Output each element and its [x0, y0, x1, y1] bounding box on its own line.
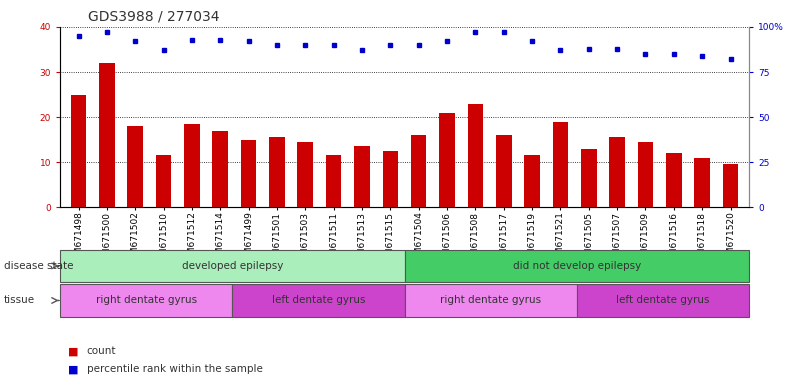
Bar: [269, 137, 284, 207]
Bar: [212, 131, 228, 207]
Bar: [405, 250, 749, 282]
Text: left dentate gyrus: left dentate gyrus: [616, 295, 710, 306]
Text: ■: ■: [68, 346, 78, 356]
Bar: [241, 140, 256, 207]
Text: right dentate gyrus: right dentate gyrus: [440, 295, 541, 306]
Bar: [60, 284, 232, 317]
Text: percentile rank within the sample: percentile rank within the sample: [87, 364, 263, 374]
Bar: [577, 284, 749, 317]
Bar: [232, 284, 405, 317]
Bar: [155, 156, 171, 207]
Bar: [723, 164, 739, 207]
Text: right dentate gyrus: right dentate gyrus: [95, 295, 197, 306]
Text: GDS3988 / 277034: GDS3988 / 277034: [88, 10, 219, 23]
Bar: [60, 250, 405, 282]
Bar: [468, 104, 483, 207]
Bar: [354, 146, 370, 207]
Bar: [553, 122, 568, 207]
Text: tissue: tissue: [4, 295, 35, 306]
Bar: [405, 284, 577, 317]
Bar: [694, 158, 710, 207]
Text: did not develop epilepsy: did not develop epilepsy: [513, 261, 641, 271]
Bar: [297, 142, 313, 207]
Bar: [411, 135, 426, 207]
Bar: [638, 142, 654, 207]
Text: left dentate gyrus: left dentate gyrus: [272, 295, 365, 306]
Bar: [610, 137, 625, 207]
Bar: [184, 124, 199, 207]
Text: count: count: [87, 346, 116, 356]
Bar: [496, 135, 512, 207]
Bar: [99, 63, 115, 207]
Bar: [383, 151, 398, 207]
Bar: [525, 156, 540, 207]
Bar: [581, 149, 597, 207]
Bar: [439, 113, 455, 207]
Text: ■: ■: [68, 364, 78, 374]
Text: developed epilepsy: developed epilepsy: [182, 261, 283, 271]
Bar: [70, 94, 87, 207]
Bar: [127, 126, 143, 207]
Bar: [326, 156, 341, 207]
Text: disease state: disease state: [4, 261, 74, 271]
Bar: [666, 153, 682, 207]
